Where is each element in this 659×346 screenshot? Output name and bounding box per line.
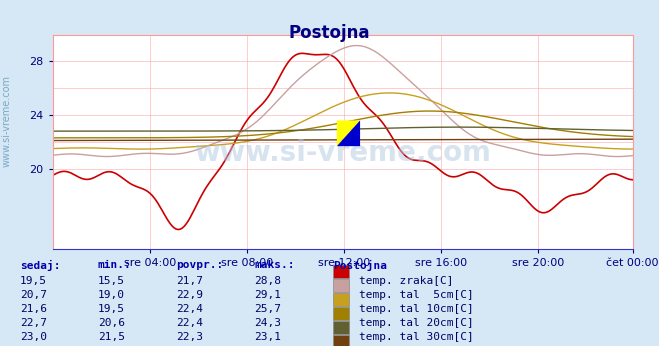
Text: maks.:: maks.:	[254, 260, 295, 270]
Text: Postojna: Postojna	[333, 260, 387, 271]
FancyBboxPatch shape	[333, 335, 349, 346]
Text: 22,9: 22,9	[176, 290, 203, 300]
FancyBboxPatch shape	[333, 307, 349, 320]
Text: sedaj:: sedaj:	[20, 260, 60, 271]
Text: 23,1: 23,1	[254, 332, 281, 342]
Text: Postojna: Postojna	[289, 24, 370, 42]
Text: 24,3: 24,3	[254, 318, 281, 328]
Polygon shape	[337, 120, 360, 146]
FancyBboxPatch shape	[333, 279, 349, 292]
Text: 21,7: 21,7	[176, 276, 203, 286]
Text: 22,4: 22,4	[176, 318, 203, 328]
Text: 20,7: 20,7	[20, 290, 47, 300]
FancyBboxPatch shape	[333, 293, 349, 306]
Text: 23,0: 23,0	[20, 332, 47, 342]
Text: 19,5: 19,5	[98, 304, 125, 314]
Polygon shape	[337, 120, 360, 146]
Text: 20,6: 20,6	[98, 318, 125, 328]
Text: 19,0: 19,0	[98, 290, 125, 300]
Text: temp. tal  5cm[C]: temp. tal 5cm[C]	[359, 290, 474, 300]
FancyBboxPatch shape	[333, 321, 349, 334]
Text: min.:: min.:	[98, 260, 132, 270]
FancyBboxPatch shape	[333, 265, 349, 278]
Text: povpr.:: povpr.:	[176, 260, 223, 270]
Text: 22,7: 22,7	[20, 318, 47, 328]
Text: temp. tal 30cm[C]: temp. tal 30cm[C]	[359, 332, 474, 342]
Text: 21,6: 21,6	[20, 304, 47, 314]
Text: 22,3: 22,3	[176, 332, 203, 342]
Text: temp. zraka[C]: temp. zraka[C]	[359, 276, 453, 286]
Text: 19,5: 19,5	[20, 276, 47, 286]
Text: temp. tal 20cm[C]: temp. tal 20cm[C]	[359, 318, 474, 328]
Text: 29,1: 29,1	[254, 290, 281, 300]
Text: 28,8: 28,8	[254, 276, 281, 286]
Text: 15,5: 15,5	[98, 276, 125, 286]
Text: 22,4: 22,4	[176, 304, 203, 314]
Text: 21,5: 21,5	[98, 332, 125, 342]
Text: www.si-vreme.com: www.si-vreme.com	[194, 139, 491, 166]
Text: 25,7: 25,7	[254, 304, 281, 314]
Text: temp. tal 10cm[C]: temp. tal 10cm[C]	[359, 304, 474, 314]
Text: www.si-vreme.com: www.si-vreme.com	[1, 75, 12, 167]
